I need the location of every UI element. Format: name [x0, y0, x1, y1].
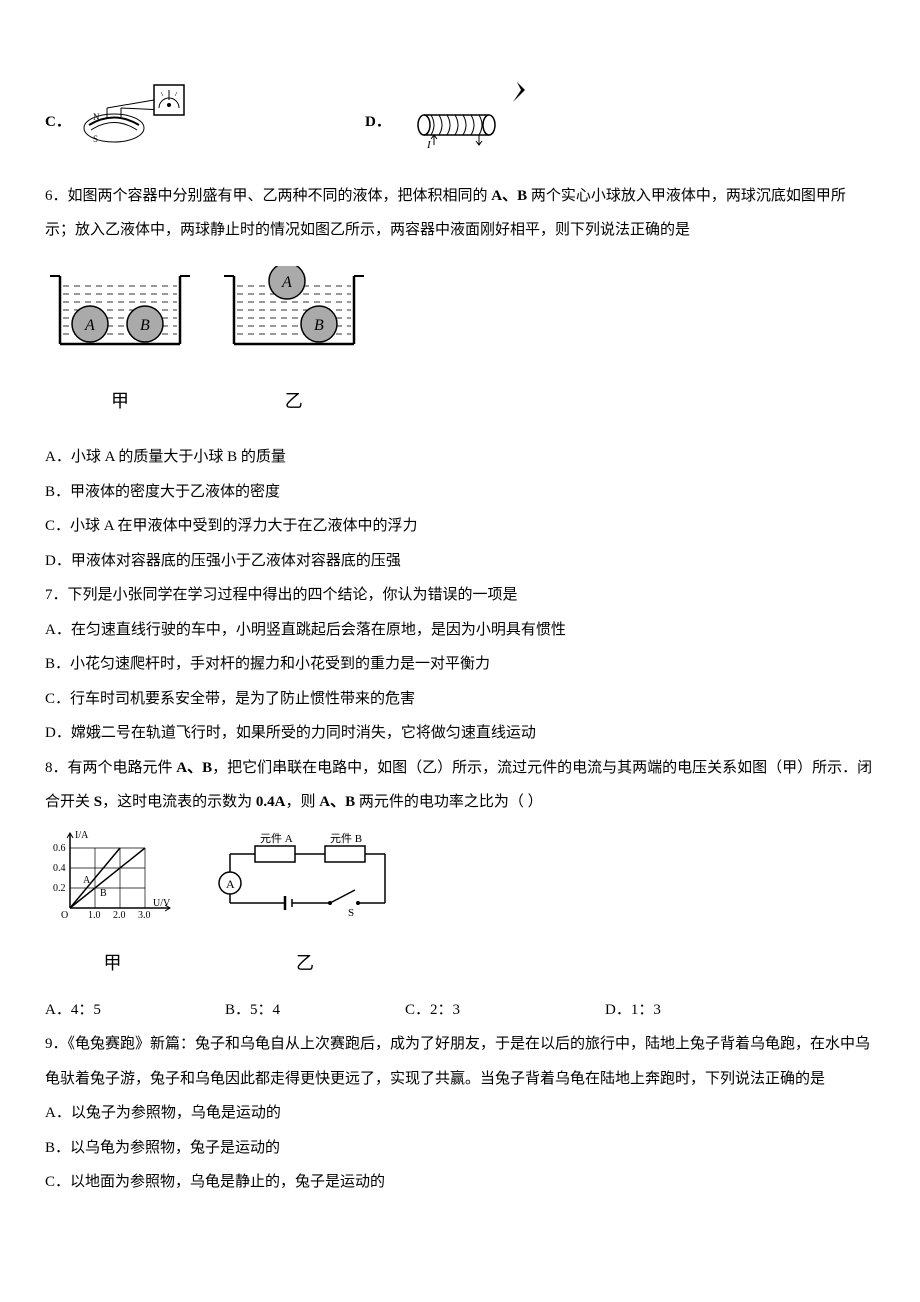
q8-option-d: D．1：3 — [605, 993, 661, 1028]
q6-diagrams: A B 甲 A B 乙 — [45, 256, 875, 433]
svg-text:A: A — [84, 317, 95, 334]
svg-text:0.2: 0.2 — [53, 883, 66, 894]
q8-text-9: 两元件的电功率之比为（ ） — [355, 794, 543, 810]
q8-graph: I/A U/V 0.2 0.4 0.6 O 1.0 2.0 3.0 A B 甲 — [45, 828, 180, 985]
q9-option-c: C．以地面为参照物，乌龟是静止的，兔子是运动的 — [45, 1165, 875, 1200]
container-jia: A B 甲 — [45, 266, 195, 423]
q8-stem: 8．有两个电路元件 A、B，把它们串联在电路中，如图（乙）所示，流过元件的电流与… — [45, 751, 875, 820]
option-c-label: C． — [45, 105, 71, 140]
q8-number: 8． — [45, 760, 68, 776]
svg-text:元件 B: 元件 B — [330, 832, 362, 845]
q6-option-c: C．小球 A 在甲液体中受到的浮力大于在乙液体中的浮力 — [45, 509, 875, 544]
svg-text:U/V: U/V — [153, 898, 171, 909]
q7-text: 下列是小张同学在学习过程中得出的四个结论，你认为错误的一项是 — [68, 587, 518, 603]
svg-text:O: O — [61, 910, 68, 921]
svg-text:2.0: 2.0 — [113, 910, 126, 921]
svg-text:3.0: 3.0 — [138, 910, 151, 921]
q8-text-5: ，这时电流表的示数为 — [102, 794, 256, 810]
svg-text:B: B — [314, 317, 324, 334]
q6-text-2: A、B — [491, 188, 527, 204]
q7-option-a: A．在匀速直线行驶的车中，小明竖直跳起后会落在原地，是因为小明具有惯性 — [45, 613, 875, 648]
q6-option-b: B．甲液体的密度大于乙液体的密度 — [45, 475, 875, 510]
q6-stem: 6．如图两个容器中分别盛有甲、乙两种不同的液体，把体积相同的 A、B 两个实心小… — [45, 179, 875, 248]
svg-text:S: S — [93, 134, 98, 144]
svg-text:1.0: 1.0 — [88, 910, 101, 921]
q9-option-b: B．以乌龟为参照物，兔子是运动的 — [45, 1131, 875, 1166]
q6-text-1: 如图两个容器中分别盛有甲、乙两种不同的液体，把体积相同的 — [68, 188, 492, 204]
q9-option-a: A．以兔子为参照物，乌龟是运动的 — [45, 1096, 875, 1131]
solenoid-compass-diagram: I — [399, 80, 539, 164]
q8-option-c: C．2：3 — [405, 993, 605, 1028]
option-d-label: D． — [365, 105, 391, 140]
q8-text-4: S — [94, 794, 102, 810]
q5-options-cd: C． N S D． — [45, 80, 875, 164]
svg-text:I: I — [426, 139, 432, 150]
q8-option-a: A．4：5 — [45, 993, 225, 1028]
q7-option-c: C．行车时司机要系安全带，是为了防止惯性带来的危害 — [45, 682, 875, 717]
q7-number: 7． — [45, 587, 68, 603]
caption-yi: 乙 — [219, 381, 369, 422]
svg-text:元件 A: 元件 A — [260, 832, 293, 845]
q8-text-6: 0.4A — [256, 794, 286, 810]
galvanometer-diagram: N S — [79, 80, 209, 164]
q9-stem: 9．《龟兔赛跑》新篇：兔子和乌龟自从上次赛跑后，成为了好朋友，于是在以后的旅行中… — [45, 1027, 875, 1096]
svg-text:N: N — [93, 112, 100, 122]
svg-text:B: B — [100, 888, 107, 899]
q8-options: A．4：5 B．5：4 C．2：3 D．1：3 — [45, 993, 875, 1028]
svg-text:A: A — [83, 875, 91, 886]
q6-option-d: D．甲液体对容器底的压强小于乙液体对容器底的压强 — [45, 544, 875, 579]
q8-diagrams: I/A U/V 0.2 0.4 0.6 O 1.0 2.0 3.0 A B 甲 … — [45, 828, 875, 985]
caption-jia: 甲 — [45, 381, 195, 422]
q8-text-1: 有两个电路元件 — [68, 760, 177, 776]
q6-option-a: A．小球 A 的质量大于小球 B 的质量 — [45, 440, 875, 475]
q8-option-b: B．5：4 — [225, 993, 405, 1028]
svg-text:B: B — [140, 317, 150, 334]
q8-circuit: 元件 A 元件 B A S 乙 — [210, 828, 400, 985]
svg-text:0.6: 0.6 — [53, 843, 66, 854]
q8-text-2: A、B — [176, 760, 212, 776]
svg-text:A: A — [281, 274, 292, 291]
svg-text:I/A: I/A — [75, 830, 89, 841]
q8-text-7: ，则 — [285, 794, 319, 810]
container-yi: A B 乙 — [219, 266, 369, 423]
q7-option-b: B．小花匀速爬杆时，手对杆的握力和小花受到的重力是一对平衡力 — [45, 647, 875, 682]
q7-stem: 7．下列是小张同学在学习过程中得出的四个结论，你认为错误的一项是 — [45, 578, 875, 613]
q8-text-8: A、B — [319, 794, 355, 810]
svg-text:S: S — [348, 907, 354, 919]
q8-caption-jia: 甲 — [45, 943, 180, 984]
q6-number: 6． — [45, 188, 68, 204]
q9-text: 《龟兔赛跑》新篇：兔子和乌龟自从上次赛跑后，成为了好朋友，于是在以后的旅行中，陆… — [45, 1036, 870, 1087]
q9-number: 9． — [45, 1036, 68, 1052]
svg-text:0.4: 0.4 — [53, 863, 66, 874]
svg-text:A: A — [226, 877, 235, 891]
q7-option-d: D．嫦娥二号在轨道飞行时，如果所受的力同时消失，它将做匀速直线运动 — [45, 716, 875, 751]
q8-caption-yi: 乙 — [210, 943, 400, 984]
